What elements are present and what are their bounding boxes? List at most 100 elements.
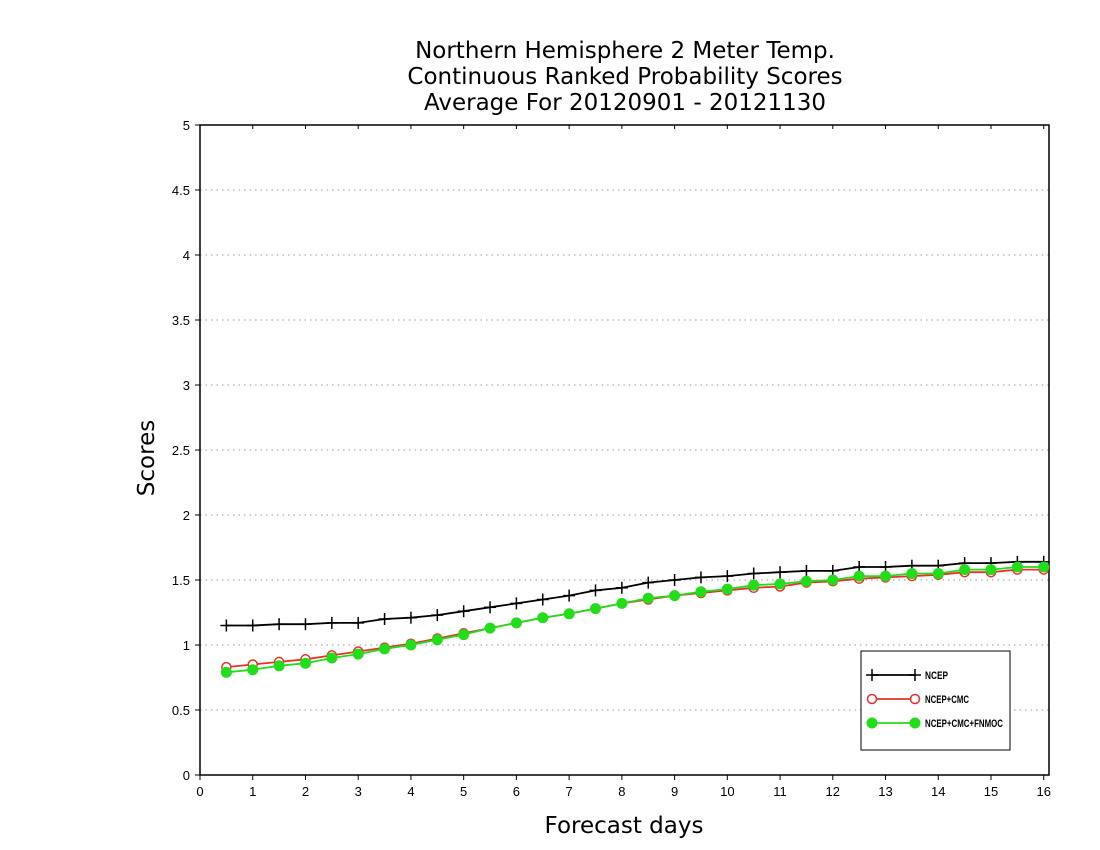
y-tick-label: 1.5 <box>172 573 190 588</box>
chart-title: Northern Hemisphere 2 Meter Temp. <box>415 38 835 64</box>
data-point <box>299 618 312 631</box>
data-point <box>352 616 365 629</box>
data-point <box>932 568 944 579</box>
series-ncep <box>220 555 1050 632</box>
data-point <box>774 578 786 590</box>
x-axis-label: Forecast days <box>545 813 704 839</box>
legend-marker <box>866 693 878 705</box>
x-tick-label: 13 <box>878 784 892 799</box>
x-tick-label: 0 <box>196 784 203 799</box>
x-tick-label: 5 <box>460 784 467 799</box>
data-point <box>563 608 575 620</box>
legend-label: NCEP <box>925 670 948 682</box>
data-point <box>352 648 364 660</box>
y-tick-label: 4.5 <box>172 183 190 198</box>
x-tick-label: 2 <box>302 784 309 799</box>
data-point <box>985 564 997 576</box>
data-point <box>325 616 338 629</box>
data-point <box>484 622 496 634</box>
data-point <box>616 597 628 609</box>
data-point <box>563 589 576 602</box>
x-tick-label: 3 <box>355 784 362 799</box>
data-point <box>273 660 285 672</box>
chart-subtitle-2: Average For 20120901 - 20121130 <box>424 90 826 116</box>
data-point <box>536 593 549 606</box>
data-point <box>1038 561 1050 573</box>
data-point <box>220 619 233 632</box>
legend-marker <box>909 717 921 729</box>
data-point <box>405 639 417 651</box>
data-point <box>458 629 470 641</box>
x-tick-label: 4 <box>407 784 414 799</box>
data-point <box>774 566 787 579</box>
data-point <box>510 597 523 610</box>
data-point <box>694 571 707 584</box>
data-point <box>615 581 628 594</box>
data-point <box>800 564 813 577</box>
y-tick-label: 1 <box>183 638 190 653</box>
x-tick-label: 1 <box>249 784 256 799</box>
data-point <box>457 605 470 618</box>
series-group <box>220 555 1050 678</box>
data-point <box>220 666 232 678</box>
legend-label: NCEP+CMC+FNMOC <box>925 718 1003 730</box>
x-tick-label: 11 <box>773 784 787 799</box>
y-tick-label: 5 <box>183 118 190 133</box>
data-point <box>642 576 655 589</box>
axes: 00.511.522.533.544.550 1 2 3 4 5 6 7 8 9 10 11 12 13 1… <box>172 118 1051 799</box>
data-point <box>669 590 681 602</box>
legend-marker <box>866 717 878 729</box>
series-ncep-cmc-fnmoc <box>220 561 1050 678</box>
data-point <box>299 657 311 669</box>
x-tick-label: 14 <box>931 784 945 799</box>
y-tick-label: 3.5 <box>172 313 190 328</box>
x-tick-label: 15 <box>984 784 998 799</box>
x-tick-label: 8 <box>618 784 625 799</box>
data-point <box>247 664 259 676</box>
legend: NCEP NCEP+CMC NCEP+CMC+FNMOC <box>860 650 1011 751</box>
chart-subtitle: Continuous Ranked Probability Scores <box>407 64 842 90</box>
data-point <box>484 601 497 614</box>
series-line <box>226 560 1044 627</box>
data-point <box>721 570 734 583</box>
data-point <box>721 583 733 595</box>
legend-marker <box>909 669 921 681</box>
data-point <box>827 574 839 586</box>
y-tick-label: 2 <box>183 508 190 523</box>
data-point <box>510 617 522 629</box>
x-tick-label: 12 <box>826 784 840 799</box>
grid <box>200 189 1049 711</box>
legend-box <box>860 650 1011 751</box>
x-tick-label: 7 <box>566 784 573 799</box>
data-point <box>404 611 417 624</box>
data-point <box>959 564 971 576</box>
data-point <box>880 570 892 582</box>
legend-marker <box>866 669 878 681</box>
data-point <box>589 603 601 615</box>
data-point <box>748 579 760 591</box>
data-point <box>853 570 865 582</box>
data-point <box>378 613 391 625</box>
data-point <box>326 652 338 664</box>
data-point <box>431 634 443 646</box>
legend-marker <box>909 693 921 705</box>
data-point <box>379 643 391 655</box>
y-tick-label: 2.5 <box>172 443 190 458</box>
data-point <box>906 568 918 579</box>
y-tick-label: 3 <box>183 378 190 393</box>
data-point <box>800 575 812 587</box>
data-point <box>642 592 654 604</box>
y-tick-label: 0 <box>183 768 190 783</box>
legend-label: NCEP+CMC <box>925 694 969 706</box>
data-point <box>537 612 549 624</box>
y-axis-label: Scores <box>134 420 160 496</box>
data-point <box>273 618 286 631</box>
y-tick-label: 0.5 <box>172 703 190 718</box>
x-tick-label: 9 <box>671 784 678 799</box>
data-point <box>668 574 681 586</box>
x-tick-label: 10 <box>720 784 734 799</box>
data-point <box>246 619 259 632</box>
data-point <box>695 586 707 598</box>
data-point <box>1011 561 1023 573</box>
